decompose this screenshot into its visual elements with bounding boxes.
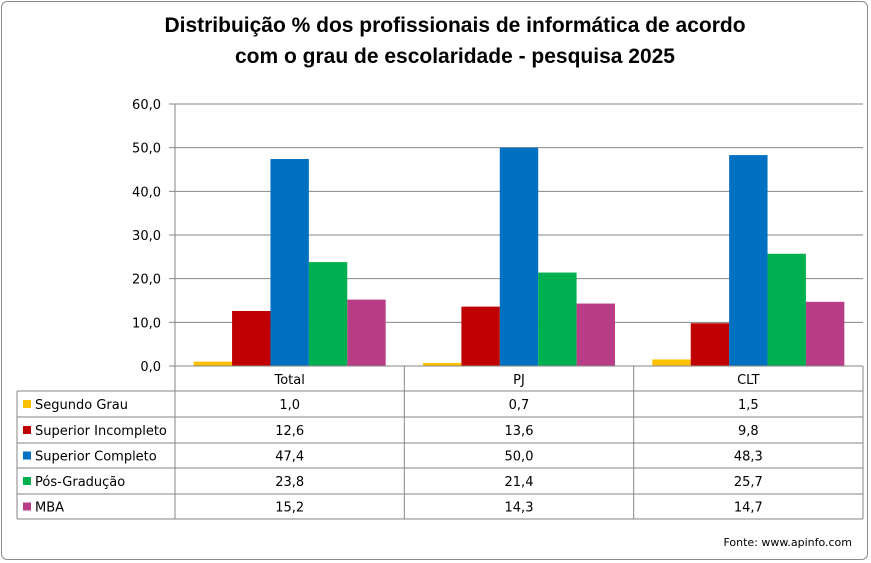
data-value: 50,0 <box>505 450 534 465</box>
bar-p-s-gradu-o-clt <box>767 253 806 366</box>
legend-label: Segundo Grau <box>35 398 128 413</box>
data-value: 1,5 <box>738 398 759 413</box>
source-note: Fonte: www.apinfo.com <box>723 536 852 549</box>
bar-segundo-grau-clt <box>652 359 691 366</box>
data-value: 48,3 <box>734 450 763 465</box>
bar-superior-incompleto-clt <box>690 323 730 366</box>
chart-title-line: com o grau de escolaridade - pesquisa 20… <box>235 45 675 68</box>
chart-title-line: Distribuição % dos profissionais de info… <box>164 14 745 37</box>
bar-superior-completo-total <box>270 159 309 366</box>
y-tick-label: 30,0 <box>132 229 161 244</box>
bar-superior-incompleto-pj <box>461 306 500 366</box>
legend-key-0 <box>23 400 31 408</box>
data-value: 21,4 <box>505 475 534 490</box>
bar-superior-completo-pj <box>499 147 539 366</box>
y-tick-label: 60,0 <box>132 98 161 113</box>
data-value: 14,3 <box>505 501 534 516</box>
bar-p-s-gradu-o-pj <box>538 272 577 366</box>
y-tick-label: 20,0 <box>132 273 161 288</box>
data-value: 47,4 <box>275 450 304 465</box>
legend-key-2 <box>23 451 31 460</box>
bar-mba-clt <box>805 301 845 366</box>
bar-superior-completo-clt <box>729 155 768 366</box>
y-tick-label: 50,0 <box>132 142 161 157</box>
legend-label: Pós-Gradução <box>35 475 125 490</box>
bar-p-s-gradu-o-total <box>308 262 348 366</box>
data-value: 23,8 <box>275 475 304 490</box>
data-value: 13,6 <box>505 424 534 439</box>
legend-label: Superior Completo <box>35 450 157 465</box>
bar-segundo-grau-pj <box>423 362 462 366</box>
category-label: Total <box>273 373 304 388</box>
bar-segundo-grau-total <box>193 361 233 366</box>
category-label: CLT <box>737 373 760 388</box>
data-value: 14,7 <box>734 501 763 516</box>
legend-key-1 <box>23 426 31 434</box>
y-tick-label: 40,0 <box>132 185 161 200</box>
data-value: 25,7 <box>734 475 763 490</box>
data-value: 15,2 <box>275 501 304 516</box>
data-value: 0,7 <box>509 398 530 413</box>
category-label: PJ <box>513 373 525 388</box>
legend-key-3 <box>23 477 31 485</box>
bar-superior-incompleto-total <box>232 310 271 366</box>
data-value: 9,8 <box>738 424 759 439</box>
data-value: 1,0 <box>279 398 300 413</box>
y-tick-label: 10,0 <box>132 316 161 331</box>
y-tick-label: 0,0 <box>140 360 161 375</box>
bar-mba-pj <box>576 303 615 366</box>
legend-key-4 <box>23 502 31 511</box>
data-value: 12,6 <box>275 424 304 439</box>
legend-label: MBA <box>35 501 64 516</box>
legend-label: Superior Incompleto <box>35 424 167 439</box>
bar-mba-total <box>347 299 386 366</box>
